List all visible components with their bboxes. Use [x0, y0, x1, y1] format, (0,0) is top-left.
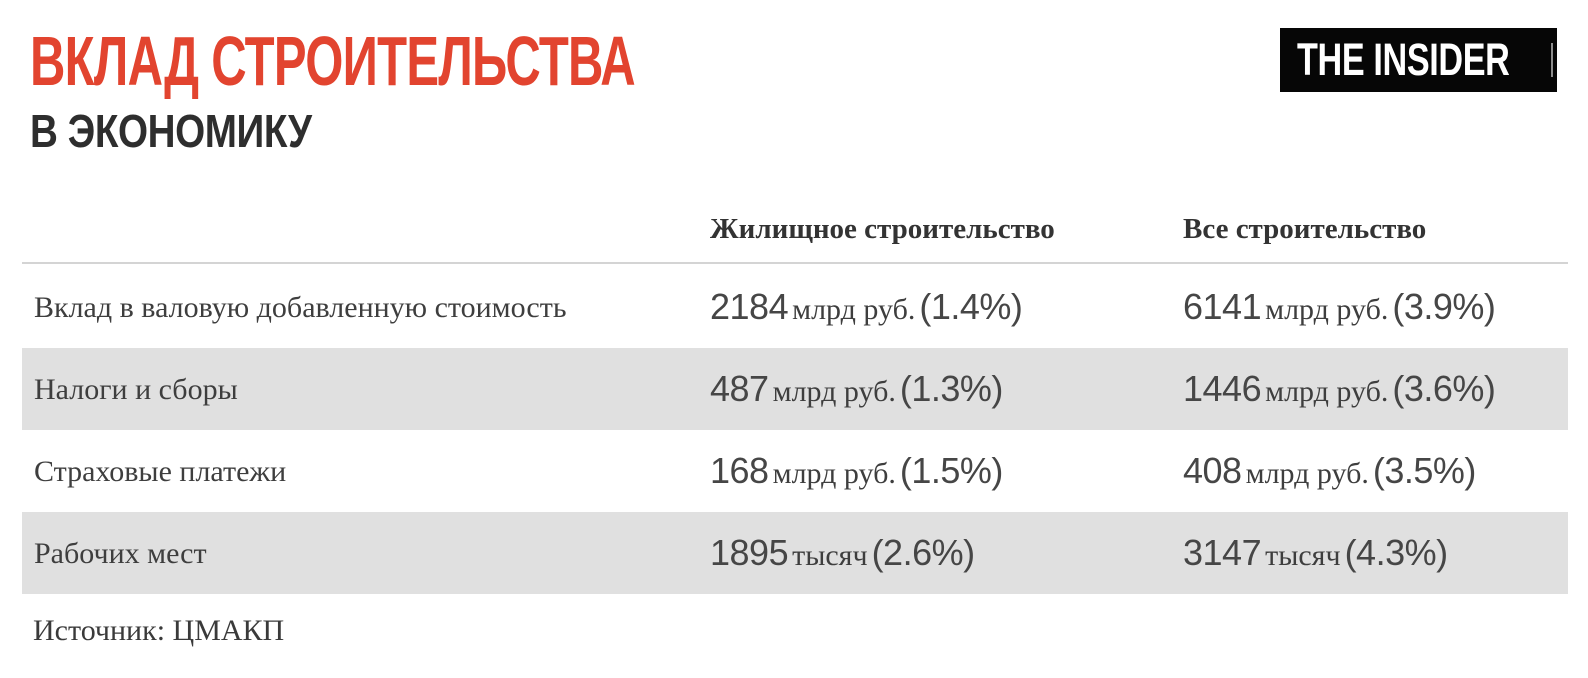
logo-wordmark: THE INSIDER — [1297, 34, 1510, 85]
value-unit: млрд руб. — [1245, 457, 1369, 491]
column-header-housing: Жилищное строительство — [710, 213, 1055, 246]
all-value-cell: 1446 млрд руб. (3.6%) — [1183, 369, 1568, 409]
value-unit: млрд руб. — [792, 293, 916, 327]
value-unit: тысяч — [792, 539, 868, 573]
table-header-row: Жилищное строительство Все строительство — [22, 178, 1568, 264]
value-number: 2184 — [710, 286, 789, 328]
value-percent: (2.6%) — [871, 532, 976, 574]
housing-value-cell: 2184 млрд руб. (1.4%) — [710, 287, 1183, 327]
table-row: Налоги и сборы 487 млрд руб. (1.3%) 1446… — [22, 348, 1568, 430]
row-label: Рабочих мест — [34, 536, 207, 570]
the-insider-logo: THE INSIDER — [1280, 28, 1557, 92]
row-label: Страховые платежи — [34, 454, 287, 488]
table-body: Вклад в валовую добавленную стоимость 21… — [22, 266, 1568, 594]
row-label: Вклад в валовую добавленную стоимость — [34, 290, 567, 324]
value-number: 168 — [710, 450, 769, 492]
table-row: Рабочих мест 1895 тысяч (2.6%) 3147 тыся… — [22, 512, 1568, 594]
value-number: 487 — [710, 368, 769, 410]
housing-value-cell: 1895 тысяч (2.6%) — [710, 533, 1183, 573]
title-block: ВКЛАД СТРОИТЕЛЬСТВА В ЭКОНОМИКУ — [30, 26, 894, 154]
value-number: 3147 — [1183, 532, 1262, 574]
logo-cursor-bar — [1551, 43, 1553, 77]
value-number: 1895 — [710, 532, 789, 574]
value-number: 6141 — [1183, 286, 1262, 328]
value-percent: (3.9%) — [1392, 286, 1496, 328]
row-label: Налоги и сборы — [34, 372, 238, 406]
table-row: Вклад в валовую добавленную стоимость 21… — [22, 266, 1568, 348]
all-value-cell: 6141 млрд руб. (3.9%) — [1183, 287, 1568, 327]
value-number: 1446 — [1183, 368, 1262, 410]
value-percent: (3.6%) — [1392, 368, 1496, 410]
value-unit: млрд руб. — [772, 457, 896, 491]
value-unit: млрд руб. — [1265, 293, 1389, 327]
page-title: ВКЛАД СТРОИТЕЛЬСТВА — [30, 22, 636, 100]
value-percent: (1.3%) — [899, 368, 1004, 410]
source-note: Источник: ЦМАКП — [33, 614, 285, 647]
value-percent: (3.5%) — [1372, 450, 1477, 492]
value-number: 408 — [1183, 450, 1242, 492]
value-unit: тысяч — [1265, 539, 1341, 573]
housing-value-cell: 168 млрд руб. (1.5%) — [710, 451, 1183, 491]
value-unit: млрд руб. — [1265, 375, 1389, 409]
table-row: Страховые платежи 168 млрд руб. (1.5%) 4… — [22, 430, 1568, 512]
housing-value-cell: 487 млрд руб. (1.3%) — [710, 369, 1183, 409]
all-value-cell: 3147 тысяч (4.3%) — [1183, 533, 1568, 573]
value-percent: (1.5%) — [899, 450, 1004, 492]
all-value-cell: 408 млрд руб. (3.5%) — [1183, 451, 1568, 491]
column-header-all: Все строительство — [1183, 213, 1427, 246]
value-percent: (4.3%) — [1344, 532, 1449, 574]
value-unit: млрд руб. — [772, 375, 896, 409]
value-percent: (1.4%) — [919, 286, 1023, 328]
page-subtitle: В ЭКОНОМИКУ — [30, 105, 312, 157]
